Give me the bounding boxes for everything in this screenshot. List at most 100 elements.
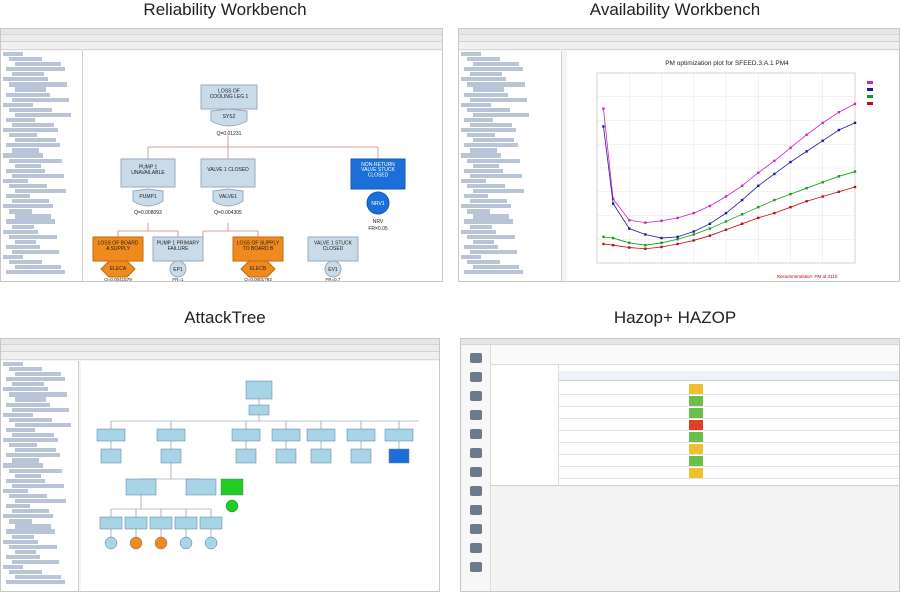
attack-mitigation-event[interactable] [225,499,239,513]
tree-row[interactable] [1,387,78,392]
tree-row[interactable] [1,234,82,239]
tree-row[interactable] [1,377,78,382]
module-icon[interactable] [470,448,482,458]
study-tree[interactable] [491,365,559,485]
tree-row[interactable] [1,443,78,448]
attack-event-node[interactable] [104,536,118,550]
tree-row[interactable] [1,559,78,565]
tree-row[interactable] [1,539,78,544]
tree-row[interactable] [1,514,78,519]
tree-row[interactable] [1,448,78,453]
tree-row[interactable] [1,153,82,158]
tree-row[interactable] [1,56,82,62]
tree-row[interactable] [1,402,78,407]
tree-row[interactable] [1,529,78,534]
tree-row[interactable] [459,209,561,214]
attack-tree-canvas[interactable] [81,361,439,591]
toolbar[interactable] [1,42,442,50]
attack-subnode[interactable] [124,516,148,530]
tree-row[interactable] [1,554,78,560]
tree-row[interactable] [459,87,561,92]
tree-row[interactable] [459,148,561,153]
tree-row[interactable] [459,153,561,158]
tree-row[interactable] [1,417,78,422]
tree-row[interactable] [459,56,561,62]
tree-row[interactable] [1,361,78,367]
worksheet-row[interactable] [559,407,899,419]
attack-subnode[interactable] [185,478,217,496]
attack-subnode[interactable] [149,516,173,530]
tree-row[interactable] [1,107,82,112]
module-icon[interactable] [470,543,482,553]
tree-row[interactable] [1,224,82,229]
tree-row[interactable] [1,519,78,524]
tree-row[interactable] [459,194,561,199]
toolbar[interactable] [1,352,439,360]
risk-cell[interactable] [689,456,703,466]
attack-leaf-node[interactable] [350,448,372,464]
worksheet-row[interactable] [559,443,899,455]
tree-row[interactable] [1,432,78,438]
nrv-event[interactable]: NON-RETURN VALVE STUCK CLOSED NRV1 NRV FR=… [350,158,406,232]
tree-row[interactable] [1,128,82,133]
tree-row[interactable] [1,412,78,417]
tree-row[interactable] [1,183,82,189]
tree-row[interactable] [1,138,82,143]
risk-cell[interactable] [689,468,703,478]
tree-row[interactable] [459,239,561,244]
tree-row[interactable] [1,122,82,128]
tree-row[interactable] [1,62,82,67]
module-icon[interactable] [470,429,482,439]
tree-row[interactable] [1,478,78,483]
tree-row[interactable] [1,488,78,494]
tree-row[interactable] [459,133,561,138]
tree-row[interactable] [459,97,561,102]
module-icon[interactable] [470,467,482,477]
tree-row[interactable] [1,524,78,529]
attack-branch-node[interactable] [231,428,261,442]
tree-row[interactable] [1,143,82,148]
worksheet-row[interactable] [559,395,899,407]
tree-row[interactable] [1,189,82,194]
tree-row[interactable] [459,224,561,229]
tree-row[interactable] [459,204,561,209]
attack-root-node[interactable] [245,380,273,400]
tree-row[interactable] [459,189,561,194]
tree-row[interactable] [459,255,561,260]
tree-row[interactable] [459,249,561,255]
tree-row[interactable] [1,194,82,199]
menu-bar[interactable] [459,35,899,42]
risk-cell[interactable] [689,444,703,454]
tree-row[interactable] [459,77,561,82]
tree-row[interactable] [1,244,82,250]
risk-cell[interactable] [689,396,703,406]
module-icon[interactable] [470,562,482,572]
tree-row[interactable] [1,544,78,549]
tree-row[interactable] [1,458,78,463]
tree-row[interactable] [459,102,561,107]
attack-branch-node[interactable] [156,428,186,442]
results-pane[interactable] [491,485,899,591]
worksheet-row[interactable] [559,455,899,467]
tree-row[interactable] [1,483,78,488]
attack-branch-node[interactable] [346,428,376,442]
tree-row[interactable] [459,229,561,234]
attack-event-node[interactable] [179,536,193,550]
tree-row[interactable] [459,219,561,224]
tree-row[interactable] [1,219,82,224]
menu-bar[interactable] [1,345,439,352]
worksheet-row[interactable] [559,467,899,479]
tree-row[interactable] [1,148,82,153]
tree-row[interactable] [1,463,78,468]
tree-row[interactable] [1,407,78,412]
attack-gate-node[interactable] [248,404,270,416]
attack-branch-node[interactable] [271,428,301,442]
tree-row[interactable] [459,62,561,67]
tree-row[interactable] [1,397,78,402]
tree-row[interactable] [1,570,78,575]
tree-row[interactable] [1,499,78,504]
tree-row[interactable] [1,270,82,275]
tree-row[interactable] [459,270,561,275]
module-icon[interactable] [470,505,482,515]
tree-row[interactable] [1,209,82,214]
